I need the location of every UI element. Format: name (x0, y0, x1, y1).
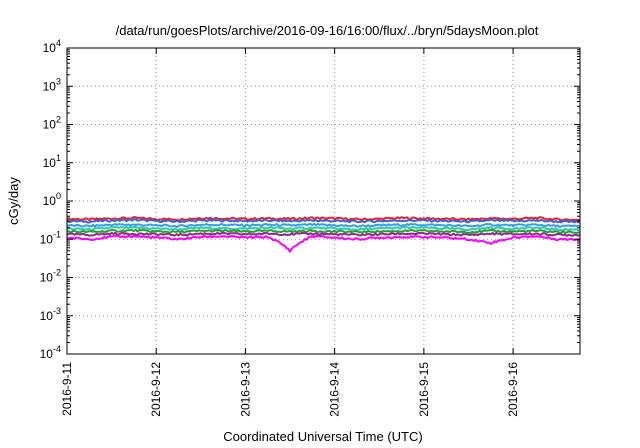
x-tick-label: 2016-9-15 (417, 362, 431, 417)
x-tick-label: 2016-9-16 (506, 362, 520, 417)
series-line (66, 222, 581, 229)
y-tick-label: 104 (43, 38, 61, 55)
y-tick-label: 103 (43, 76, 61, 93)
x-tick-label: 2016-9-12 (149, 362, 163, 417)
x-tick-label: 2016-9-11 (60, 362, 74, 416)
y-tick-label: 10-3 (40, 306, 61, 323)
y-tick-label: 102 (43, 115, 61, 132)
y-tick-label: 10-4 (40, 344, 61, 361)
x-tick-label: 2016-9-13 (238, 362, 252, 417)
x-tick-label: 2016-9-14 (328, 362, 342, 417)
series-line (66, 234, 581, 253)
y-tick-label: 10-1 (40, 229, 61, 246)
grid (66, 47, 580, 355)
series-line (66, 218, 581, 224)
y-axis-label: cGy/day (6, 177, 21, 225)
x-axis-label: Coordinated Universal Time (UTC) (223, 429, 422, 444)
series-line (66, 225, 581, 232)
series-line (66, 231, 581, 237)
series-layer (66, 216, 581, 253)
series-line (66, 228, 580, 234)
y-tick-label: 100 (43, 191, 61, 208)
ticks: 10-4 10-3 10-2 10-1 100 101 102 103 104 2016-9-11… (40, 38, 580, 417)
y-tick-label: 101 (43, 153, 61, 170)
chart-title: /data/run/goesPlots/archive/2016-09-16/1… (116, 23, 539, 38)
y-tick-label: 10-2 (40, 268, 61, 285)
